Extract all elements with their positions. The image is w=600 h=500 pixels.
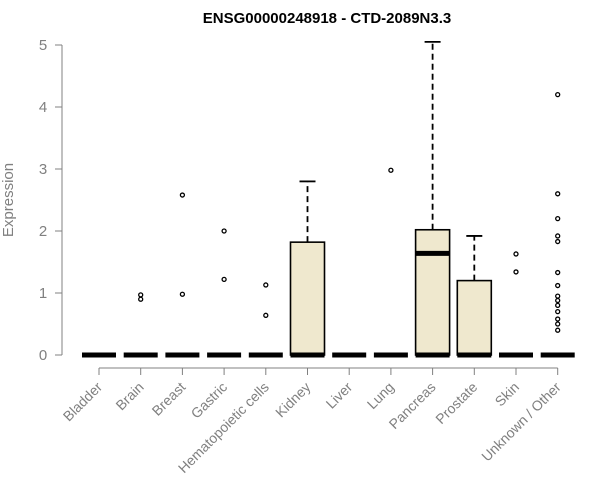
x-tick-label: Bladder	[60, 379, 106, 425]
y-tick-label: 3	[39, 161, 47, 178]
x-tick-label: Kidney	[272, 379, 314, 421]
box	[289, 241, 326, 356]
outlier-point	[555, 238, 561, 245]
y-tick-label: 0	[39, 347, 47, 364]
x-tick-label: Brain	[112, 379, 146, 413]
outlier-point	[138, 296, 144, 302]
outlier-point	[179, 291, 186, 297]
box-group	[540, 91, 575, 358]
box-group	[165, 192, 200, 358]
outlier-point	[555, 215, 561, 222]
outlier-point	[263, 312, 269, 318]
outlier-point	[138, 292, 144, 298]
outlier-point	[221, 276, 227, 283]
outlier-point	[555, 233, 561, 239]
outlier-point	[513, 251, 519, 257]
outlier-point	[555, 327, 561, 333]
outlier-point	[555, 191, 561, 197]
x-tick-label: Lung	[364, 379, 397, 412]
box-group	[248, 282, 283, 358]
outlier-point	[555, 269, 561, 276]
box-group	[414, 41, 451, 358]
y-tick-label: 2	[39, 223, 47, 240]
outlier-point	[179, 192, 186, 198]
y-axis-label: Expression	[0, 163, 17, 237]
outlier-point	[555, 282, 561, 289]
y-tick-label: 1	[39, 285, 47, 302]
box-group	[123, 292, 158, 358]
box-group	[456, 235, 493, 358]
x-tick-label: Liver	[323, 379, 356, 412]
y-tick-label: 5	[39, 37, 47, 54]
y-tick-label: 4	[39, 99, 47, 116]
outlier-point	[513, 269, 519, 275]
outlier-point	[388, 167, 394, 173]
x-tick-label: Unknown / Other	[478, 379, 564, 465]
x-tick-label: Skin	[492, 379, 523, 410]
box-group	[289, 180, 326, 358]
x-tick-label: Breast	[149, 379, 189, 419]
outlier-point	[555, 321, 561, 327]
x-tick-label: Prostate	[432, 379, 480, 427]
outlier-point	[555, 302, 561, 309]
outlier-point	[555, 293, 561, 299]
boxes	[82, 41, 575, 358]
outlier-point	[555, 297, 561, 304]
outlier-point	[263, 282, 269, 288]
outlier-point	[555, 308, 561, 315]
outlier-point	[555, 316, 561, 322]
box	[414, 228, 451, 356]
box-group	[373, 167, 408, 358]
box-group	[499, 251, 533, 358]
chart-title: ENSG00000248918 - CTD-2089N3.3	[203, 10, 451, 27]
box	[456, 279, 493, 356]
outlier-point	[555, 91, 561, 98]
outlier-point	[221, 228, 227, 234]
box-group	[207, 228, 242, 358]
